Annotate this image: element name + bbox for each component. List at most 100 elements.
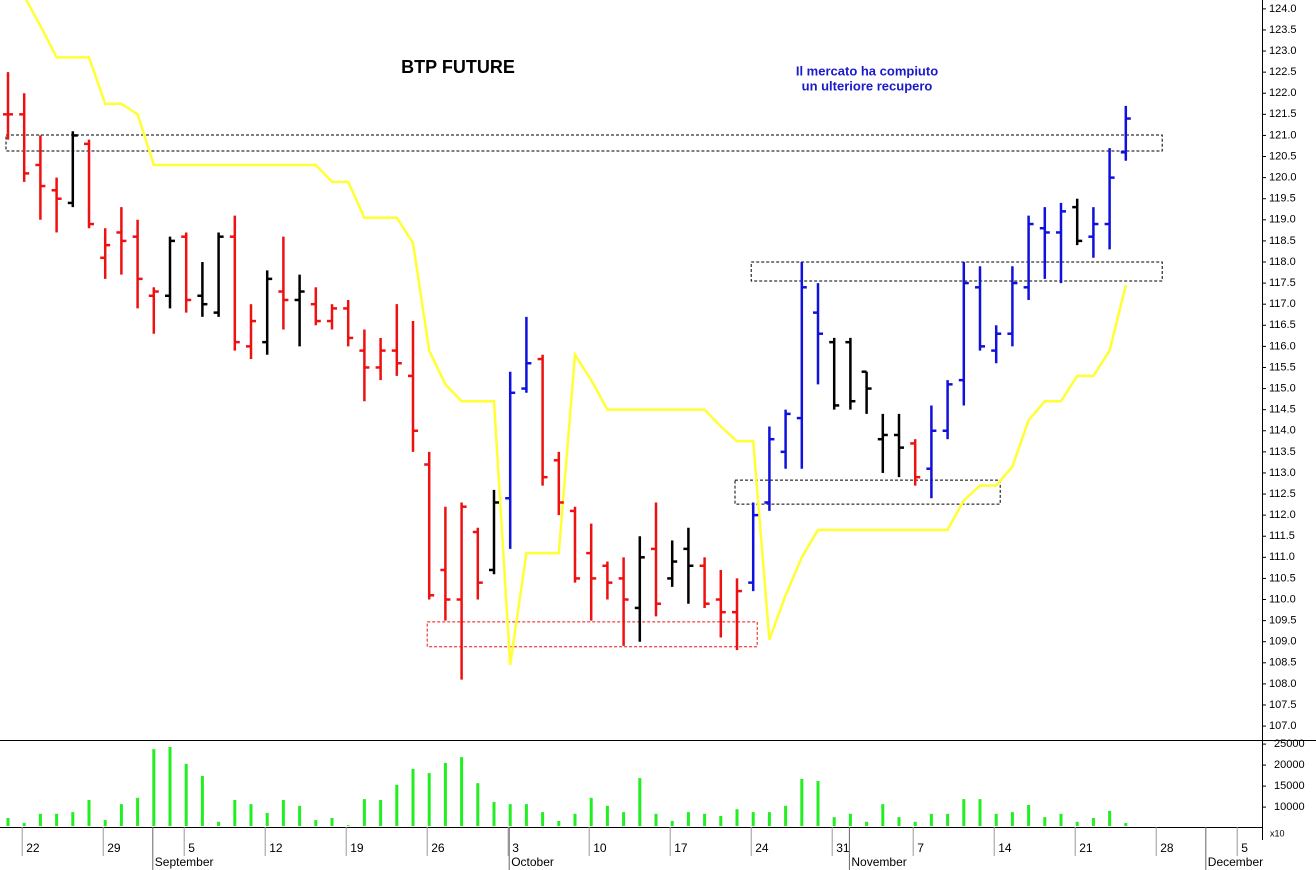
- volume-bar: [217, 821, 221, 826]
- volume-bar: [136, 797, 140, 826]
- y-tick-label: 109.0: [1269, 636, 1297, 648]
- support-zone: [426, 621, 758, 648]
- y-tick-label: 111.5: [1269, 530, 1295, 542]
- x-tick-label: 28: [1160, 841, 1174, 855]
- volume-bar: [1124, 823, 1128, 826]
- volume-bar: [1091, 818, 1095, 826]
- volume-bar: [249, 804, 253, 826]
- volume-bar: [395, 784, 399, 826]
- volume-bar: [184, 763, 188, 826]
- volume-bar: [314, 820, 318, 826]
- y-tick-label: 118.5: [1269, 235, 1296, 247]
- x-tick-label: 17: [674, 841, 688, 855]
- volume-bar: [71, 812, 75, 826]
- y-tick-label: 107.5: [1269, 699, 1297, 711]
- volume-bar: [6, 818, 10, 826]
- volume-bar: [1043, 817, 1047, 826]
- y-tick-label: 122.5: [1269, 66, 1297, 78]
- volume-bar: [751, 812, 755, 826]
- volume-bar: [670, 820, 674, 826]
- x-tick-label: 7: [917, 841, 924, 855]
- volume-bar: [427, 773, 431, 826]
- x-tick-label: 31: [836, 841, 850, 855]
- volume-bar: [735, 809, 739, 826]
- volume-bar: [281, 799, 285, 826]
- support-zone: [5, 134, 1163, 152]
- x-tick-label: 14: [998, 841, 1012, 855]
- x-tick-label: 12: [269, 841, 283, 855]
- volume-bar: [168, 747, 172, 826]
- volume-bar: [508, 804, 512, 826]
- volume-bar: [589, 797, 593, 826]
- x-tick-label: 10: [593, 841, 607, 855]
- x-tick-label: 26: [431, 841, 445, 855]
- volume-bar: [541, 812, 545, 826]
- volume-bar: [913, 821, 917, 826]
- chart-title: BTP FUTURE: [401, 57, 515, 77]
- volume-bar: [411, 768, 415, 826]
- volume-bar: [784, 805, 788, 826]
- y-tick-label: 109.5: [1269, 615, 1297, 627]
- volume-bar: [1027, 805, 1031, 826]
- x-tick-label: 24: [755, 841, 769, 855]
- volume-bar: [55, 813, 59, 826]
- volume-bar: [994, 813, 998, 826]
- volume-bar: [832, 817, 836, 826]
- y-tick-label: 114.0: [1269, 425, 1296, 437]
- volume-bar: [978, 799, 982, 826]
- x-tick-label: 29: [107, 841, 121, 855]
- y-tick-label: 124.0: [1269, 3, 1297, 15]
- y-tick-label: 120.0: [1269, 172, 1297, 184]
- volume-bar: [816, 781, 820, 826]
- volume-bar: [686, 812, 690, 826]
- y-tick-label: 112.5: [1269, 488, 1296, 500]
- volume-bar: [152, 749, 156, 826]
- volume-bar: [719, 815, 723, 826]
- volume-bar: [638, 778, 642, 826]
- y-tick-label: 111.0: [1269, 551, 1295, 563]
- volume-bar: [38, 813, 42, 826]
- volume-bar: [622, 812, 626, 826]
- volume-bar: [654, 813, 658, 826]
- y-tick-label: 117.0: [1269, 298, 1296, 310]
- volume-bar: [1108, 810, 1112, 826]
- x-tick-label: 5: [1241, 841, 1248, 855]
- volume-bar: [962, 799, 966, 826]
- y-tick-label: 119.0: [1269, 214, 1296, 226]
- volume-bar: [22, 823, 26, 826]
- volume-unit-note: x10: [1270, 828, 1285, 838]
- volume-bar: [767, 812, 771, 826]
- y-tick-label: 110.0: [1269, 593, 1296, 605]
- x-tick-label: 22: [26, 841, 40, 855]
- volume-bar: [476, 783, 480, 826]
- volume-tick-label: 25000: [1274, 738, 1305, 750]
- y-tick-label: 115.5: [1269, 361, 1296, 373]
- y-tick-label: 113.0: [1269, 467, 1296, 479]
- month-label: December: [1208, 855, 1263, 869]
- volume-bar: [119, 804, 123, 826]
- volume-bar: [865, 821, 869, 826]
- volume-bar: [265, 812, 269, 826]
- volume-tick-label: 15000: [1274, 780, 1305, 792]
- y-tick-label: 107.0: [1269, 720, 1297, 732]
- x-tick-label: 5: [188, 841, 195, 855]
- volume-bar: [362, 799, 366, 826]
- annotation: un ulteriore recupero: [802, 78, 933, 93]
- volume-bar: [103, 820, 107, 826]
- y-tick-label: 112.0: [1269, 509, 1296, 521]
- volume-bar: [703, 813, 707, 826]
- volume-bar: [573, 813, 577, 826]
- volume-bar: [492, 802, 496, 826]
- volume-bar: [1075, 821, 1079, 826]
- volume-tick-label: 10000: [1274, 801, 1305, 813]
- x-tick-label: 21: [1079, 841, 1093, 855]
- volume-bar: [557, 820, 561, 826]
- volume-tick-label: 20000: [1274, 759, 1305, 771]
- price-panel: [3, 0, 1163, 680]
- trend-line: [24, 0, 1128, 666]
- volume-bar: [298, 805, 302, 826]
- y-tick-label: 115.0: [1269, 382, 1296, 394]
- y-tick-label: 121.5: [1269, 108, 1297, 120]
